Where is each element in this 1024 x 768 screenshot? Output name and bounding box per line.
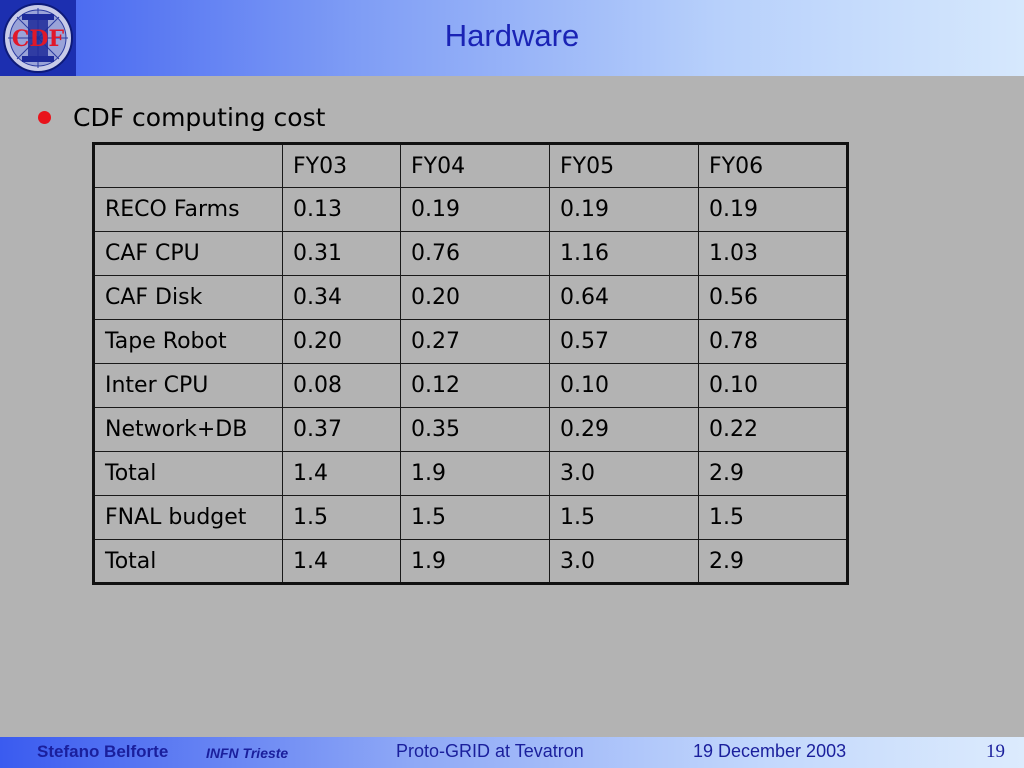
- table-cell: 0.22: [698, 407, 848, 452]
- table-row: CAF CPU 0.31 0.76 1.16 1.03: [93, 231, 848, 276]
- table-cell: 0.19: [698, 187, 848, 232]
- bullet-item: CDF computing cost: [38, 100, 325, 134]
- table-cell: 1.4: [282, 539, 401, 584]
- table-cell: 0.29: [549, 407, 699, 452]
- table-cell: 0.31: [282, 231, 401, 276]
- table-cell: 2.9: [698, 451, 848, 496]
- table-cell: 0.19: [400, 187, 550, 232]
- table-cell: 1.9: [400, 539, 550, 584]
- table-cell: 0.35: [400, 407, 550, 452]
- table-cell: 0.34: [282, 275, 401, 320]
- table-cell: 0.10: [698, 363, 848, 408]
- table-cell: 1.5: [400, 495, 550, 540]
- table-cell: 1.9: [400, 451, 550, 496]
- table-header-cell: FY03: [282, 143, 401, 188]
- table-cell: 0.20: [282, 319, 401, 364]
- table-header-cell: FY06: [698, 143, 848, 188]
- table-cell: 1.03: [698, 231, 848, 276]
- footer-bar: [0, 737, 1024, 768]
- logo-text: CDF: [12, 26, 65, 52]
- table-cell: 1.5: [549, 495, 699, 540]
- row-label: FNAL budget: [93, 495, 283, 540]
- table-cell: 2.9: [698, 539, 848, 584]
- table-cell: 0.20: [400, 275, 550, 320]
- table-cell: 0.56: [698, 275, 848, 320]
- table-header-cell: FY05: [549, 143, 699, 188]
- table-header-cell: [93, 143, 283, 188]
- table-row: FNAL budget 1.5 1.5 1.5 1.5: [93, 495, 848, 540]
- row-label: Inter CPU: [93, 363, 283, 408]
- table-cell: 0.19: [549, 187, 699, 232]
- header-bar: CDF Hardware: [0, 0, 1024, 76]
- page-title: Hardware: [444, 18, 580, 53]
- footer-institution: INFN Trieste: [206, 745, 289, 761]
- table-cell: 1.5: [698, 495, 848, 540]
- table-header-row: FY03 FY04 FY05 FY06: [93, 143, 848, 188]
- row-label: Total: [93, 451, 283, 496]
- table-cell: 0.78: [698, 319, 848, 364]
- table-row: RECO Farms 0.13 0.19 0.19 0.19: [93, 187, 848, 232]
- cost-table: FY03 FY04 FY05 FY06 RECO Farms 0.13 0.19…: [92, 142, 849, 585]
- page-number: 19: [986, 741, 1005, 762]
- row-label: Network+DB: [93, 407, 283, 452]
- footer-author: Stefano Belforte: [37, 742, 169, 761]
- cdf-logo-icon: CDF: [0, 0, 76, 76]
- table-cell: 0.37: [282, 407, 401, 452]
- table-row: Inter CPU 0.08 0.12 0.10 0.10: [93, 363, 848, 408]
- row-label: RECO Farms: [93, 187, 283, 232]
- table-cell: 0.08: [282, 363, 401, 408]
- row-label: Total: [93, 539, 283, 584]
- table-cell: 0.76: [400, 231, 550, 276]
- footer-talk-title: Proto-GRID at Tevatron: [396, 741, 584, 761]
- table-cell: 3.0: [549, 451, 699, 496]
- table-cell: 0.10: [549, 363, 699, 408]
- row-label: CAF Disk: [93, 275, 283, 320]
- table-cell: 0.57: [549, 319, 699, 364]
- table-cell: 0.13: [282, 187, 401, 232]
- table-row: Total 1.4 1.9 3.0 2.9: [93, 539, 848, 584]
- row-label: CAF CPU: [93, 231, 283, 276]
- table-row: Total 1.4 1.9 3.0 2.9: [93, 451, 848, 496]
- table-cell: 1.5: [282, 495, 401, 540]
- table-cell: 1.4: [282, 451, 401, 496]
- table-row: Network+DB 0.37 0.35 0.29 0.22: [93, 407, 848, 452]
- bullet-dot-icon: [38, 110, 51, 124]
- table-cell: 3.0: [549, 539, 699, 584]
- row-label: Tape Robot: [93, 319, 283, 364]
- table-cell: 1.16: [549, 231, 699, 276]
- table-cell: 0.64: [549, 275, 699, 320]
- table-row: Tape Robot 0.20 0.27 0.57 0.78: [93, 319, 848, 364]
- table-row: CAF Disk 0.34 0.20 0.64 0.56: [93, 275, 848, 320]
- table-cell: 0.12: [400, 363, 550, 408]
- table-header-cell: FY04: [400, 143, 550, 188]
- bullet-text: CDF computing cost: [73, 102, 326, 132]
- footer-date: 19 December 2003: [693, 741, 847, 761]
- table-cell: 0.27: [400, 319, 550, 364]
